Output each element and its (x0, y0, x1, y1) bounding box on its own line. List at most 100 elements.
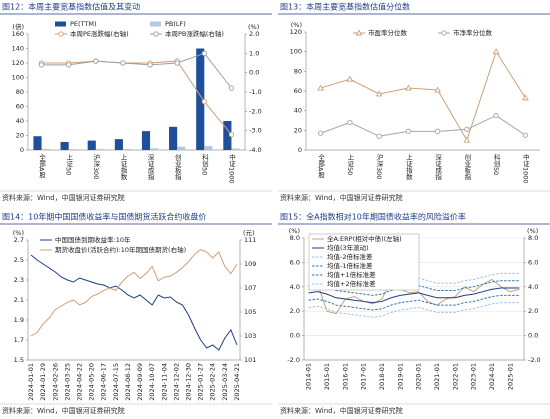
x-tick-label: 中证1000 (227, 153, 235, 184)
point (434, 128, 441, 134)
source: 资料来源：Wind，中国银河证券研究院 (2, 193, 125, 202)
y2-tick-label: 8.0 (528, 234, 538, 242)
bar (68, 149, 77, 150)
x-tick-label: 2024-12-02 (172, 363, 180, 401)
y-tick-label: 0 (20, 146, 24, 154)
point (434, 86, 441, 93)
legend-marker (153, 31, 159, 37)
panel-title: 图14：10年期中国国债收益率与国债期货活跃合约收盘价 (2, 212, 206, 222)
y-tick-label: 1.5 (14, 356, 24, 364)
line (308, 294, 520, 311)
x-tick-label: 2025-02-24 (209, 363, 217, 401)
legend-label: 全A:ERP(相对中债)(左轴) (327, 234, 402, 243)
legend-marker (58, 31, 64, 37)
x-tick-label: 2025-04-21 (233, 363, 241, 401)
y2-tick-label: 2.0 (249, 30, 259, 38)
line (41, 52, 232, 89)
y2-axis-label: (%) (248, 23, 259, 31)
point (493, 112, 499, 119)
y-tick-label: 2.3 (14, 276, 24, 284)
x-tick-label: 2025-01 (506, 363, 514, 390)
y2-tick-label: 105 (244, 308, 256, 316)
point (66, 62, 72, 68)
legend-swatch (55, 21, 66, 27)
x-tick-label: 2024-12-30 (185, 363, 193, 401)
y-tick-label: 20 (294, 126, 302, 134)
bar (231, 148, 240, 150)
y2-tick-label: 109 (244, 260, 256, 268)
x-tick-label: 创业板指 (463, 153, 471, 182)
y-tick-label: 120 (12, 59, 24, 67)
x-tick-label: 上证50 (346, 153, 354, 176)
x-tick-label: 2022-01 (451, 363, 459, 390)
source: 资料来源：Wind，中国银河证券研究院 (280, 193, 403, 202)
panel-title: 图13：本周主要宽基指数估值分位数 (280, 2, 410, 12)
y2-tick-label: -2.0 (249, 107, 262, 115)
y-tick-label: 160 (12, 30, 24, 38)
y-tick-label: 0 (298, 146, 302, 154)
y2-tick-label: 4.0 (528, 283, 538, 291)
x-tick-label: 2024-01-01 (27, 363, 35, 401)
x-tick-label: 全部A股 (38, 153, 46, 179)
x-tick-label: 科创50 (200, 153, 208, 176)
y-tick-label: 2.5 (14, 256, 24, 264)
legend-label: 本周PE涨跌幅(右轴) (70, 29, 129, 38)
x-tick-label: 2016-01 (341, 363, 349, 390)
y-axis-label: (倍) (12, 22, 24, 31)
x-tick-label: 全部A股 (317, 153, 325, 179)
x-tick-label: 2024-03-25 (63, 363, 71, 401)
y-tick-label: 1.7 (14, 336, 24, 344)
x-tick-label: 2023-01 (470, 363, 478, 390)
line (41, 60, 232, 135)
y-tick-label: 2.7 (14, 236, 24, 244)
point (347, 119, 353, 126)
legend-label: 均值-2倍标准差 (327, 252, 373, 261)
point (93, 58, 99, 64)
x-tick-label: 沪深300 (92, 153, 100, 180)
source: 资料来源：Wind，中国银河证券研究院 (2, 406, 125, 415)
point (376, 133, 382, 139)
x-tick-label: 2021-01 (433, 363, 441, 390)
x-tick-label: 上证50 (65, 153, 73, 176)
y-tick-label: 40 (294, 107, 302, 115)
panel-title: 图12：本周主要宽基指数估值及其变动 (2, 2, 140, 12)
y2-tick-label: 107 (244, 284, 256, 292)
x-tick-label: 沪深300 (375, 153, 383, 180)
y2-tick-label: -2.0 (528, 356, 541, 364)
bar (204, 146, 213, 150)
y-tick-label: 0.0 (290, 332, 300, 340)
legend-label: 期货收盘价(活跃合约):10年期国债期货(右轴) (55, 245, 186, 254)
y-tick-label: 4.0 (290, 283, 300, 291)
point (346, 75, 354, 82)
bar (177, 146, 186, 150)
y2-tick-label: -1.0 (249, 88, 262, 96)
x-tick-label: 中证1000 (521, 153, 529, 184)
line (320, 50, 526, 142)
bar (141, 131, 151, 150)
x-tick-label: 上证指数 (404, 153, 412, 182)
line (30, 249, 238, 337)
x-tick-label: 2024-02-26 (51, 363, 59, 401)
point (147, 62, 153, 68)
y2-tick-label: 0.0 (249, 69, 259, 77)
y-tick-label: 60 (16, 103, 24, 111)
line (320, 115, 526, 137)
bar (41, 148, 50, 150)
legend-marker (355, 29, 363, 36)
y-tick-label: 60 (294, 87, 302, 95)
y-axis-label: (%) (291, 21, 302, 29)
bar (223, 121, 232, 150)
x-tick-label: 科创50 (492, 153, 500, 176)
y2-tick-label: -4.0 (249, 146, 262, 154)
point (463, 136, 471, 143)
x-tick-label: 2024-09-09 (136, 363, 144, 401)
point (522, 132, 529, 138)
y2-tick-label: -3.0 (249, 127, 262, 135)
x-tick-label: 深证成指 (434, 153, 442, 182)
legend-label: 均值(3年滚动) (327, 243, 369, 252)
x-tick-label: 2020-01 (415, 363, 423, 390)
y-axis-label: (%) (13, 229, 24, 237)
